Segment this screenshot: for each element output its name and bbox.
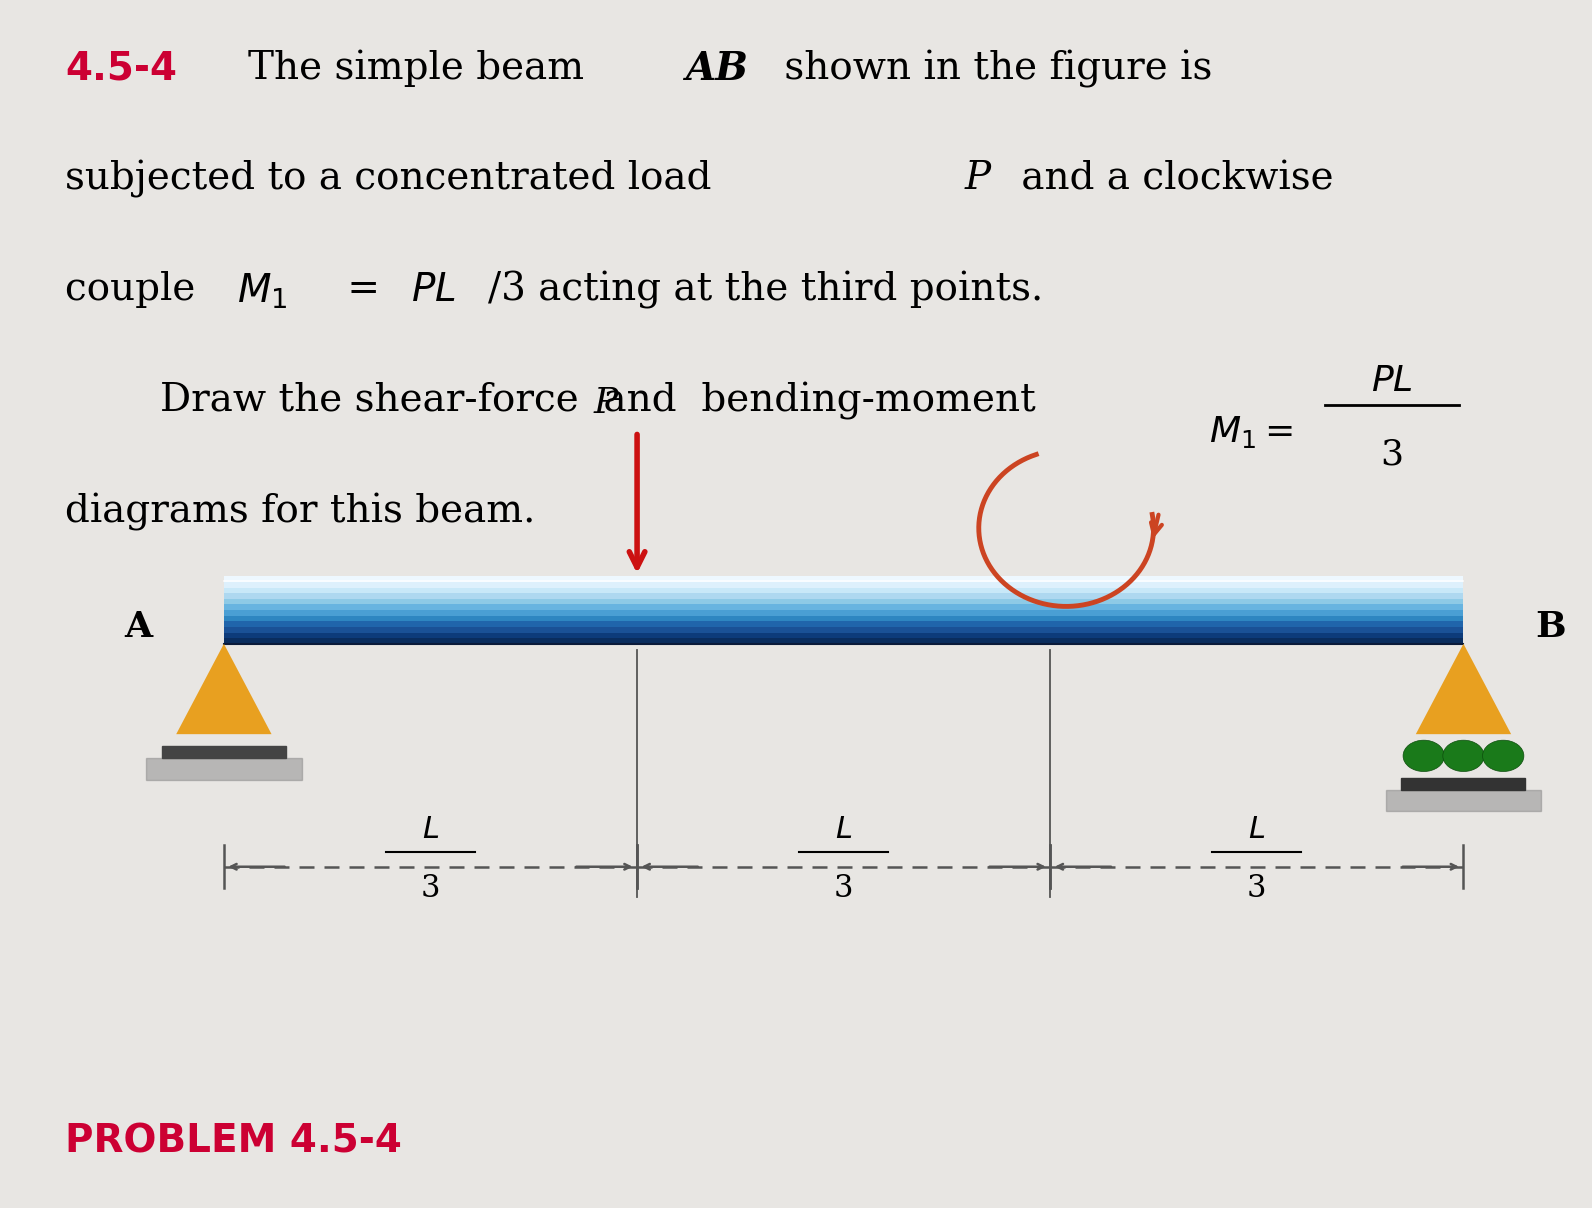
Text: 3: 3 [1380,437,1404,471]
Text: =: = [336,272,393,308]
Bar [224,621,1463,627]
Text: PROBLEM 4.5-4: PROBLEM 4.5-4 [65,1122,401,1161]
Circle shape [1403,741,1444,772]
Polygon shape [1415,644,1511,734]
Bar [224,576,1463,582]
Bar [224,610,1463,616]
Bar [224,593,1463,599]
Text: P: P [594,385,618,419]
Text: couple: couple [65,272,207,308]
Bar [224,599,1463,604]
Text: $M_1 =$: $M_1 =$ [1210,413,1293,449]
Bar [224,627,1463,633]
Text: shown in the figure is: shown in the figure is [772,50,1213,88]
Polygon shape [177,644,272,734]
Circle shape [1482,741,1524,772]
Text: subjected to a concentrated load: subjected to a concentrated load [65,161,724,198]
Text: $L$: $L$ [1248,814,1266,846]
Circle shape [1442,741,1484,772]
Text: and a clockwise: and a clockwise [1009,161,1334,197]
Text: 3: 3 [420,872,441,904]
Text: 3: 3 [834,872,853,904]
Text: AB: AB [685,50,748,88]
Text: A: A [124,610,153,644]
Text: P: P [965,161,990,197]
Bar [224,616,1463,621]
Text: $PL$: $PL$ [1371,364,1412,397]
Text: diagrams for this beam.: diagrams for this beam. [65,493,535,532]
Bar [224,582,1463,587]
Text: $M_1$: $M_1$ [237,272,287,310]
Bar [224,638,1463,644]
Bar [224,633,1463,638]
Bar [224,604,1463,610]
Bar [1401,778,1525,790]
Bar [224,587,1463,593]
Text: Draw the shear-force  and  bending-moment: Draw the shear-force and bending-moment [161,382,1036,420]
Text: The simple beam: The simple beam [248,50,597,87]
Text: 3: 3 [1247,872,1267,904]
Text: /3 acting at the third points.: /3 acting at the third points. [487,272,1043,309]
Text: 4.5-4: 4.5-4 [65,50,177,88]
Text: $L$: $L$ [422,814,439,846]
Text: $L$: $L$ [836,814,852,846]
Text: $PL$: $PL$ [411,272,457,309]
Bar [162,747,287,759]
Bar [1385,790,1541,812]
Bar [146,759,302,780]
Text: B: B [1535,610,1565,644]
